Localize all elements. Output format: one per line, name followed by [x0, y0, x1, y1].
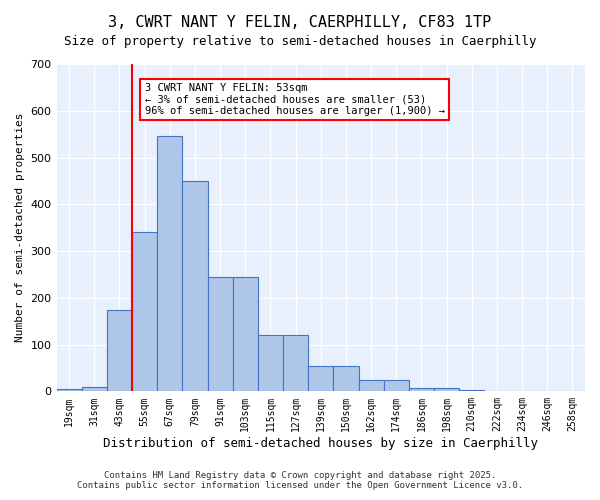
Bar	[459, 390, 484, 392]
Bar	[82, 386, 107, 392]
Bar	[107, 310, 132, 392]
Bar	[308, 366, 334, 392]
Text: Contains HM Land Registry data © Crown copyright and database right 2025.
Contai: Contains HM Land Registry data © Crown c…	[77, 470, 523, 490]
X-axis label: Distribution of semi-detached houses by size in Caerphilly: Distribution of semi-detached houses by …	[103, 437, 538, 450]
Bar	[56, 389, 82, 392]
Bar	[208, 277, 233, 392]
Bar	[182, 181, 208, 392]
Bar	[132, 232, 157, 392]
Bar	[409, 388, 434, 392]
Bar	[233, 277, 258, 392]
Y-axis label: Number of semi-detached properties: Number of semi-detached properties	[15, 113, 25, 342]
Bar	[434, 388, 459, 392]
Bar	[334, 366, 359, 392]
Bar	[359, 380, 383, 392]
Bar	[383, 380, 409, 392]
Bar	[157, 136, 182, 392]
Bar	[258, 335, 283, 392]
Text: 3 CWRT NANT Y FELIN: 53sqm
← 3% of semi-detached houses are smaller (53)
96% of : 3 CWRT NANT Y FELIN: 53sqm ← 3% of semi-…	[145, 82, 445, 116]
Bar	[283, 335, 308, 392]
Text: 3, CWRT NANT Y FELIN, CAERPHILLY, CF83 1TP: 3, CWRT NANT Y FELIN, CAERPHILLY, CF83 1…	[109, 15, 491, 30]
Text: Size of property relative to semi-detached houses in Caerphilly: Size of property relative to semi-detach…	[64, 35, 536, 48]
